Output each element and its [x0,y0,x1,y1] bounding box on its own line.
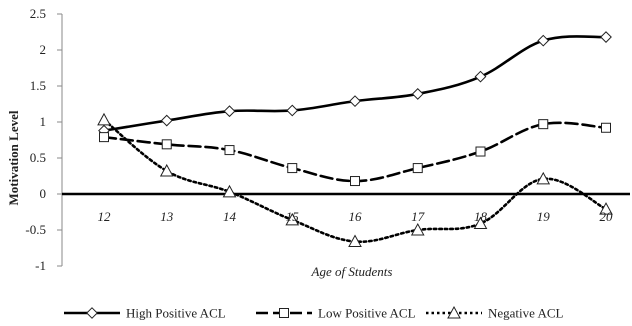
x-category-label: 17 [411,209,425,224]
data-point-low-positive-acl [287,163,298,174]
data-point-negative-acl [473,216,488,230]
legend-marker-low-positive-acl [279,308,289,318]
data-point-low-positive-acl [224,145,235,156]
data-point-negative-acl [410,222,425,236]
y-axis-title: Motivation Level [6,110,21,205]
data-point-negative-acl [536,171,551,185]
legend-label-negative-acl: Negative ACL [488,306,564,321]
legend-marker-negative-acl [447,305,461,319]
series-line-low-positive-acl [102,121,608,183]
data-point-low-positive-acl [99,132,109,143]
x-category-label: 13 [160,209,174,224]
x-category-label: 14 [223,209,237,224]
data-point-high-positive-acl [286,104,299,117]
data-point-high-positive-acl [160,114,173,127]
data-point-high-positive-acl [411,88,424,100]
x-axis-title: Age of Students [311,264,393,279]
x-category-label: 19 [537,209,551,224]
data-point-low-positive-acl [475,146,486,157]
legend: High Positive ACL Low Positive ACL Negativ… [64,306,564,321]
data-point-negative-acl [159,163,174,177]
data-point-negative-acl [599,202,613,215]
y-tick-label: -0.5 [25,222,46,237]
legend-marker-high-positive-acl [86,307,98,319]
data-point-high-positive-acl [349,95,361,108]
data-point-high-positive-acl [600,31,612,43]
series-layer [97,31,613,248]
axes-layer [57,13,630,267]
data-point-low-positive-acl [412,163,423,174]
y-tick-label: 0.5 [30,150,46,165]
data-point-high-positive-acl [474,70,487,83]
y-tick-label: 2.5 [30,6,46,21]
data-point-high-positive-acl [223,105,236,118]
x-category-label: 12 [98,209,112,224]
y-tick-label: -1 [35,258,46,273]
data-point-low-positive-acl [601,122,611,133]
x-category-label: 20 [600,209,614,224]
x-category-label: 18 [474,209,488,224]
y-tick-label: 1.5 [30,78,46,93]
data-point-negative-acl [222,184,237,198]
data-point-negative-acl [285,212,300,226]
y-tick-label: 2 [40,42,47,57]
legend-label-low-positive-acl: Low Positive ACL [318,306,416,321]
series-line-high-positive-acl [102,35,608,132]
x-category-label: 15 [286,209,300,224]
data-point-negative-acl [97,112,111,126]
labels-layer: 2.5 2 1.5 1 0.5 0 -0.5 -1 12 13 14 15 16 17 18 19 20 [25,6,613,273]
data-point-low-positive-acl [538,119,549,130]
data-point-low-positive-acl [350,176,360,187]
y-tick-label: 1 [40,114,47,129]
x-category-label: 16 [349,209,363,224]
legend-label-high-positive-acl: High Positive ACL [126,306,226,321]
data-point-low-positive-acl [161,139,172,150]
data-point-high-positive-acl [537,34,550,47]
data-point-negative-acl [348,234,362,248]
y-tick-label: 0 [40,186,47,201]
